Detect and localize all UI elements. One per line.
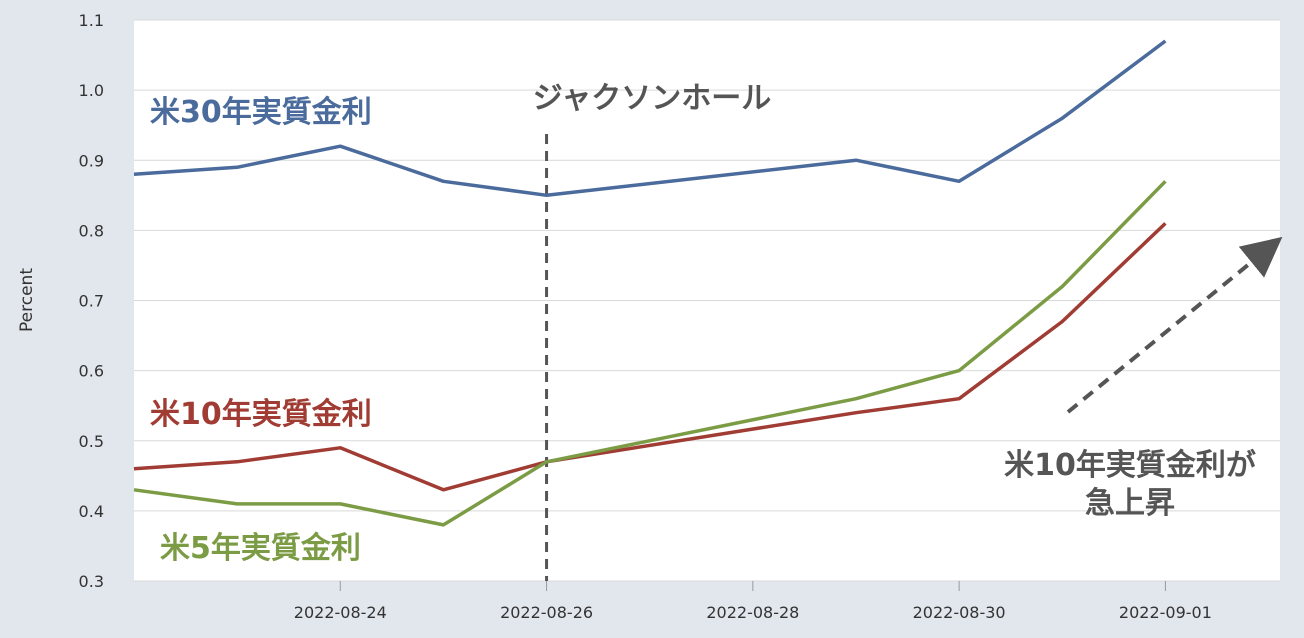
event-label: ジャクソンホール bbox=[533, 81, 772, 116]
series-label-10y: 米10年実質金利 bbox=[150, 397, 372, 432]
series-line-0 bbox=[133, 39, 1167, 198]
x-tick-label: 2022-09-01 bbox=[1119, 603, 1212, 622]
x-tick-label: 2022-08-28 bbox=[706, 603, 799, 622]
y-tick-label: 0.4 bbox=[79, 502, 104, 521]
x-tick-label: 2022-08-24 bbox=[294, 603, 387, 622]
note-line-1: 米10年実質金利が bbox=[1004, 448, 1256, 483]
y-tick-label: 0.3 bbox=[79, 572, 104, 591]
y-tick-label: 0.8 bbox=[79, 221, 104, 240]
y-tick-label: 1.0 bbox=[79, 81, 104, 100]
y-tick-label: 0.7 bbox=[79, 292, 104, 311]
x-axis: 2022-08-24 2022-08-26 2022-08-28 2022-08-30… bbox=[294, 581, 1212, 622]
note-line-2: 急上昇 bbox=[1085, 486, 1175, 521]
y-axis: 0.3 0.4 0.5 0.6 0.7 0.8 0.9 1.0 1.1 bbox=[79, 11, 104, 591]
x-tick-label: 2022-08-30 bbox=[913, 603, 1006, 622]
gridlines bbox=[134, 19, 1280, 582]
series-label-5y: 米5年実質金利 bbox=[160, 531, 361, 566]
y-tick-label: 1.1 bbox=[79, 11, 104, 30]
y-tick-label: 0.5 bbox=[79, 432, 104, 451]
y-axis-label: Percent bbox=[17, 268, 37, 332]
rise-arrow bbox=[1066, 236, 1283, 414]
series-lines bbox=[133, 39, 1167, 527]
x-tick-label: 2022-08-26 bbox=[500, 603, 593, 622]
series-line-2 bbox=[133, 180, 1167, 527]
series-label-30y: 米30年実質金利 bbox=[150, 95, 372, 130]
y-tick-label: 0.6 bbox=[79, 362, 104, 381]
y-tick-label: 0.9 bbox=[79, 151, 104, 170]
